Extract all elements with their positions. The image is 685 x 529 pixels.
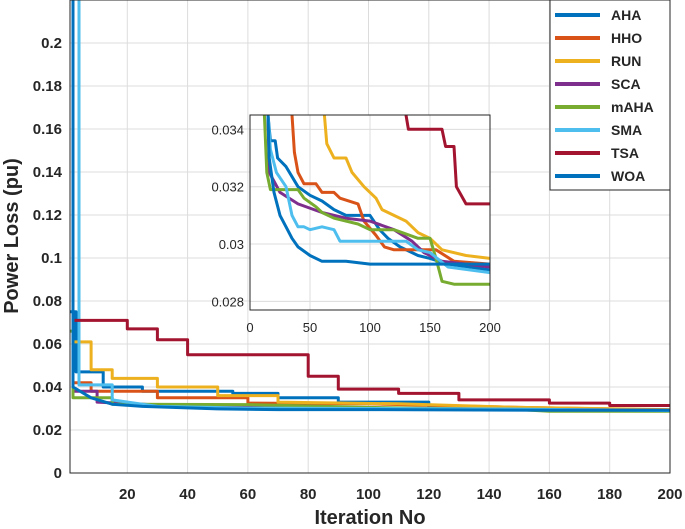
inset-y-tick-label: 0.03 <box>219 237 244 252</box>
main-series-run <box>71 0 670 412</box>
inset-series-run <box>322 115 490 260</box>
main-y-tick-label: 0 <box>54 465 62 482</box>
main-y-tick-label: 0.04 <box>33 379 63 396</box>
legend-label-run: RUN <box>611 53 641 69</box>
legend-label-maha: mAHA <box>611 99 654 115</box>
main-y-tick-label: 0.12 <box>33 207 62 224</box>
inset-series-woa <box>266 115 490 266</box>
inset-axes: 0 50 100 150 200 0.028 0.03 0.032 0.034 <box>211 114 501 335</box>
inset-x-tick-label: 150 <box>419 320 441 335</box>
inset-x-tick-label: 100 <box>359 320 381 335</box>
inset-y-tick-labels: 0.028 0.03 0.032 0.034 <box>211 122 244 309</box>
x-axis-title: Iteration No <box>314 507 425 529</box>
legend-label-sma: SMA <box>611 122 642 138</box>
main-x-tick-label: 140 <box>477 486 502 503</box>
main-y-tick-label: 0.1 <box>41 250 62 267</box>
main-y-tick-label: 0.18 <box>33 78 62 95</box>
inset-x-tick-label: 200 <box>479 320 501 335</box>
main-x-tick-label: 80 <box>300 486 317 503</box>
inset-y-tick-label: 0.028 <box>211 294 244 309</box>
inset-series-tsa <box>404 115 490 206</box>
main-y-tick-label: 0.06 <box>33 336 62 353</box>
main-x-tick-labels: 20 40 60 80 100 120 140 160 180 200 <box>119 486 683 503</box>
inset-series-lines <box>262 115 490 286</box>
main-y-tick-label: 0.16 <box>33 121 62 138</box>
main-x-tick-label: 60 <box>240 486 257 503</box>
inset-x-tick-labels: 0 50 100 150 200 <box>246 320 500 335</box>
main-x-tick-label: 40 <box>179 486 196 503</box>
y-axis-title: Power Loss (pu) <box>1 158 23 314</box>
main-x-tick-label: 20 <box>119 486 136 503</box>
main-x-tick-label: 200 <box>657 486 682 503</box>
inset-series-maha <box>262 115 490 286</box>
main-series-woa <box>71 0 670 412</box>
main-y-tick-labels: 0 0.02 0.04 0.06 0.08 0.1 0.12 0.14 0.16 0.18 0.2 <box>33 35 63 482</box>
legend-box <box>549 0 671 191</box>
legend: AHA HHO RUN SCA mAHA SMA TSA WOA <box>549 0 671 191</box>
main-series-lines <box>70 0 670 413</box>
main-x-tick-label: 160 <box>537 486 562 503</box>
legend-label-sca: SCA <box>611 76 641 92</box>
legend-label-aha: AHA <box>611 7 641 23</box>
main-y-tick-label: 0.08 <box>33 293 62 310</box>
inset-series-sma <box>266 115 490 275</box>
inset-series-aha <box>266 115 490 272</box>
main-x-tick-label: 100 <box>356 486 381 503</box>
legend-entries: AHA HHO RUN SCA mAHA SMA TSA WOA <box>555 7 654 184</box>
main-x-tick-label: 120 <box>416 486 441 503</box>
main-x-tick-label: 180 <box>597 486 622 503</box>
inset-x-tick-label: 50 <box>303 320 317 335</box>
legend-label-hho: HHO <box>611 30 642 46</box>
main-y-tick-label: 0.02 <box>33 422 62 439</box>
legend-label-tsa: TSA <box>611 145 639 161</box>
main-series-tsa <box>71 0 670 407</box>
inset-y-tick-label: 0.032 <box>211 180 244 195</box>
main-plot-frame <box>69 0 671 474</box>
inset-y-tick-label: 0.034 <box>211 122 244 137</box>
legend-label-woa: WOA <box>611 168 645 184</box>
main-y-tick-label: 0.2 <box>41 35 62 52</box>
inset-plot-frame <box>249 114 491 311</box>
inset-x-tick-label: 0 <box>246 320 253 335</box>
main-y-tick-label: 0.14 <box>33 164 63 181</box>
